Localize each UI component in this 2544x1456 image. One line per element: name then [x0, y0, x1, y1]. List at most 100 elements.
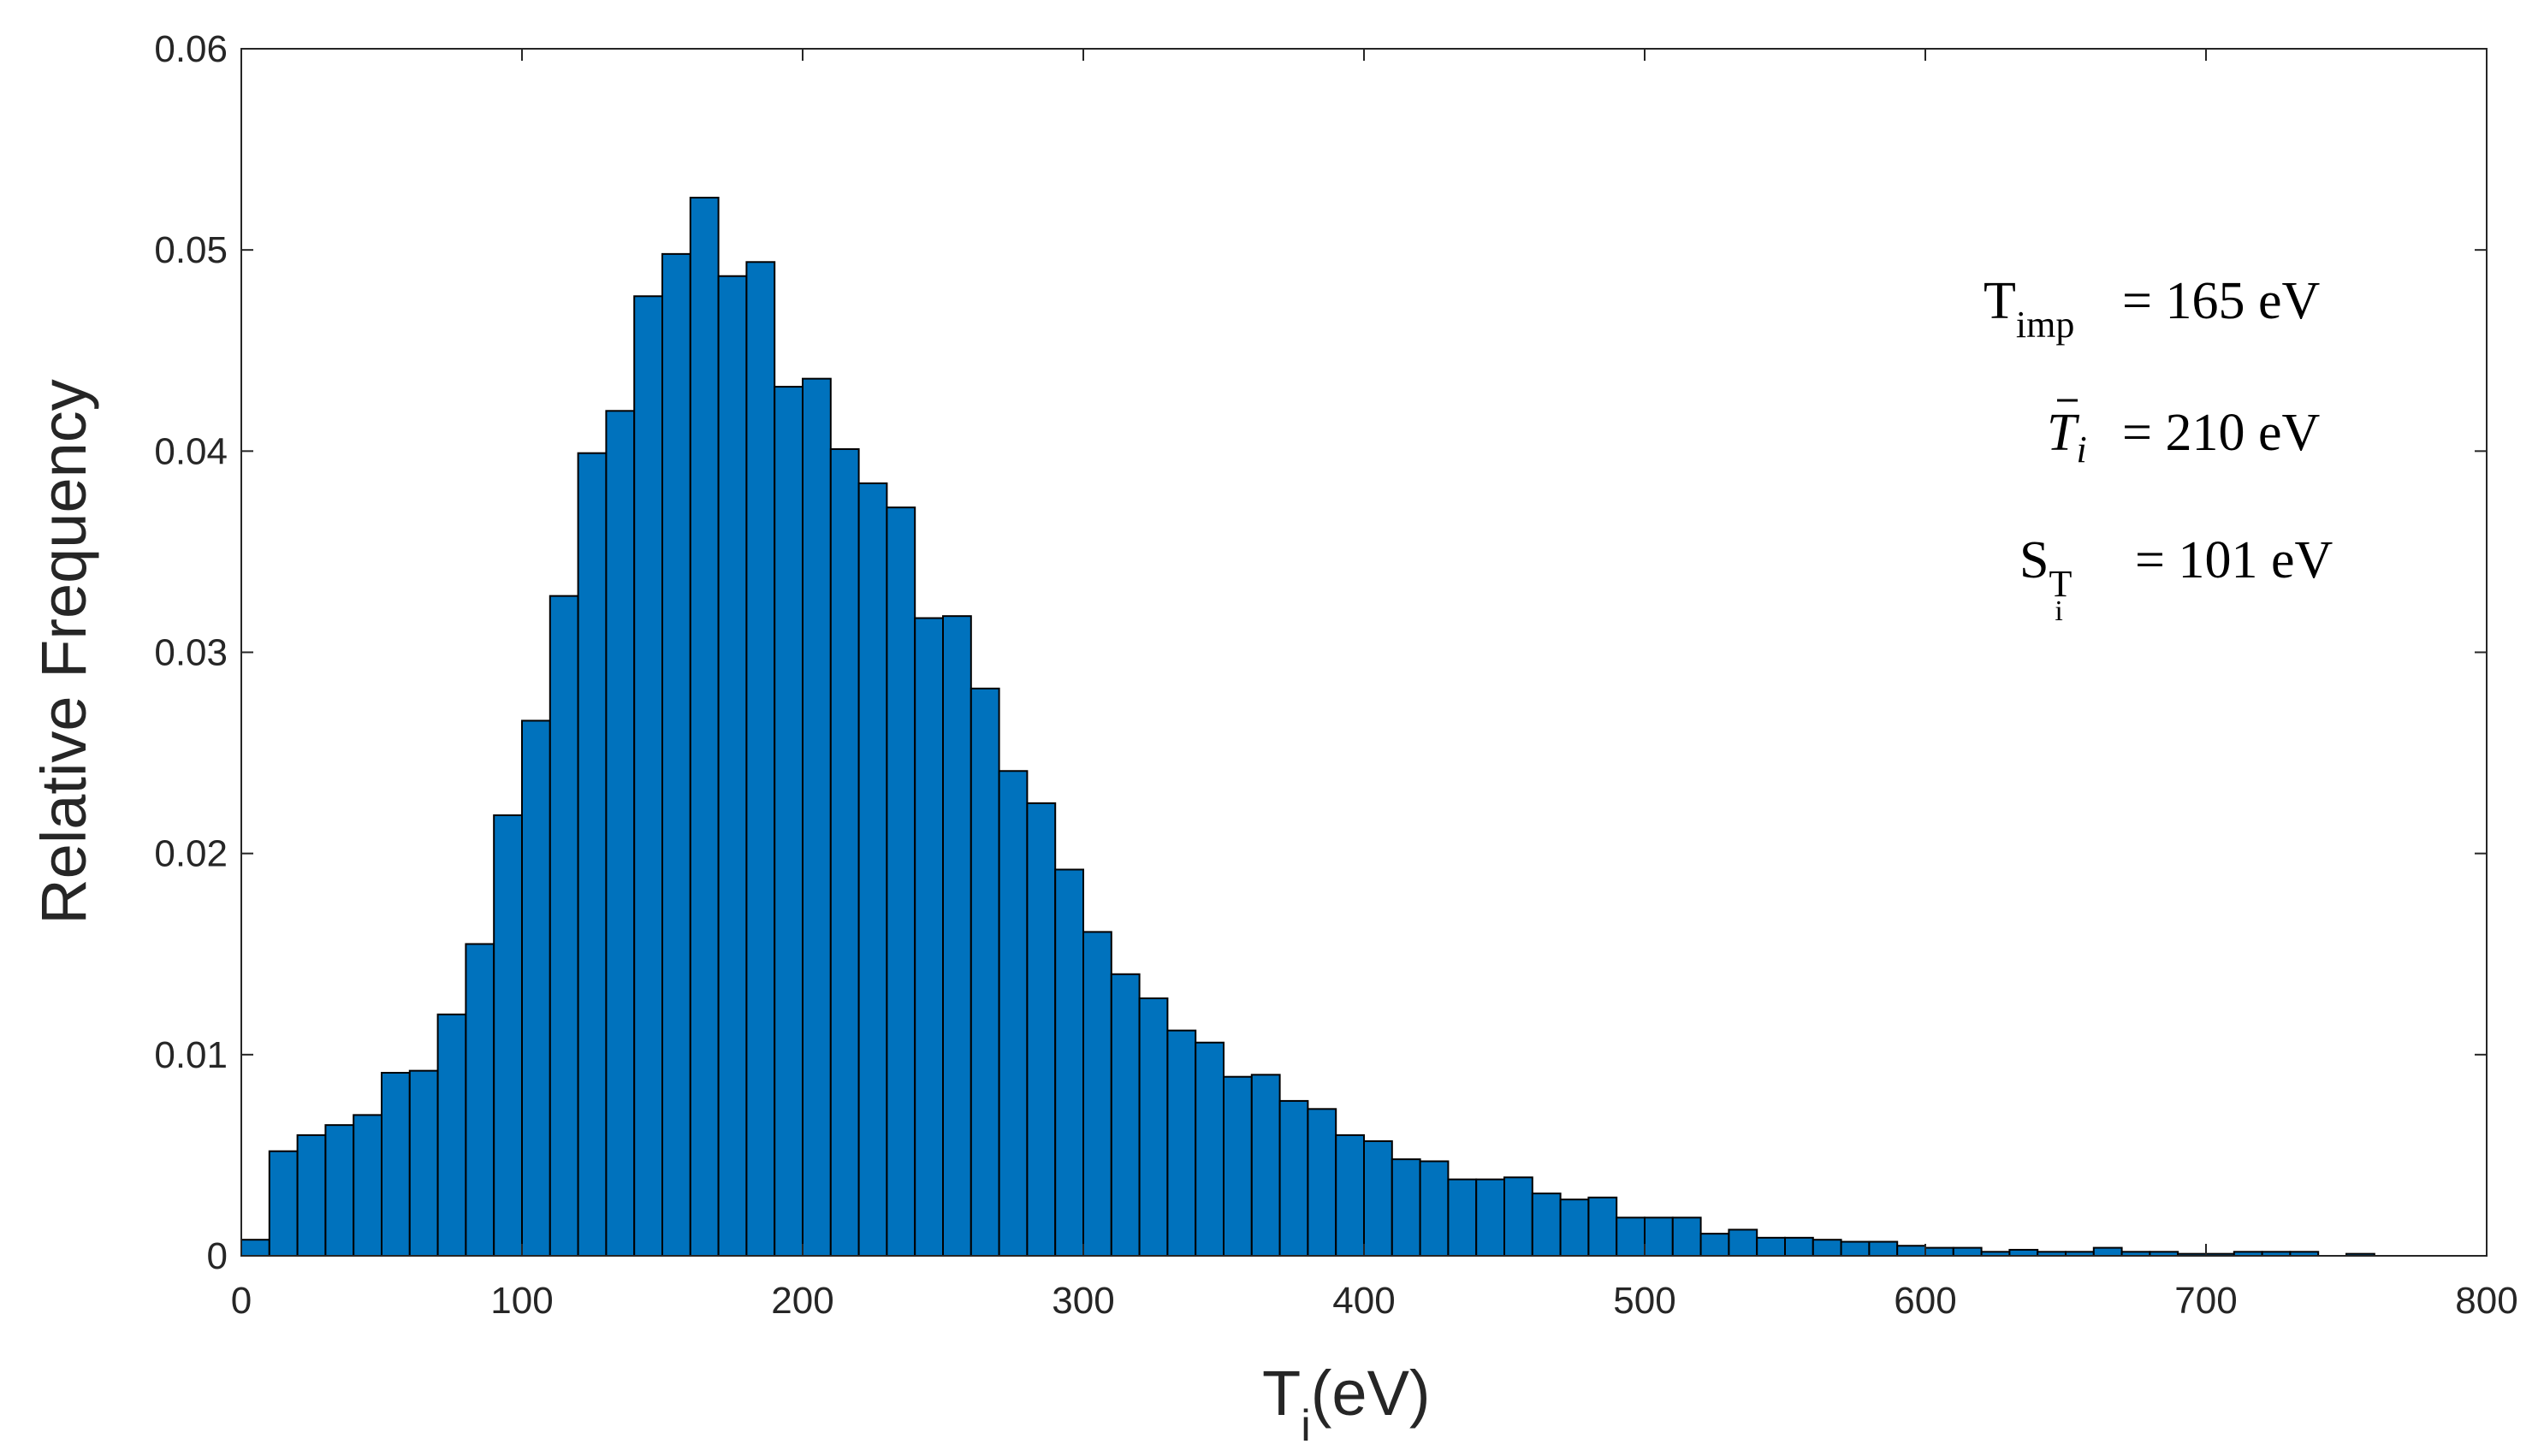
- annotation-st-sub: T: [2049, 563, 2072, 605]
- x-tick-label: 200: [771, 1280, 833, 1322]
- histogram-bar: [493, 814, 524, 1257]
- histogram-bar: [1728, 1228, 1758, 1258]
- histogram-bar: [1559, 1199, 1590, 1258]
- histogram-bar: [802, 377, 832, 1257]
- y-tick-labels: 0 0.01 0.02 0.03 0.04 0.05 0.06: [154, 28, 228, 1277]
- histogram-bar: [1671, 1216, 1702, 1257]
- histogram-bar: [1138, 997, 1169, 1257]
- histogram-bar: [1223, 1075, 1253, 1257]
- histogram-bar: [1699, 1233, 1730, 1258]
- histogram-bar: [1644, 1216, 1674, 1257]
- histogram-bar: [886, 506, 916, 1257]
- annotation-st-symbol: S: [2019, 531, 2049, 589]
- y-tick-label: 0: [207, 1235, 228, 1277]
- annotation-tmean-sub: i: [2076, 429, 2086, 471]
- histogram-bar: [998, 770, 1029, 1257]
- histogram-bar: [1195, 1041, 1225, 1257]
- histogram-bar: [1840, 1240, 1871, 1258]
- histogram-bar: [268, 1150, 299, 1257]
- y-tick-label: 0.01: [154, 1034, 228, 1076]
- y-axis-label: Relative Frequency: [28, 379, 99, 925]
- histogram-bar: [745, 261, 776, 1257]
- histogram-bar: [240, 1239, 270, 1257]
- histogram-bar: [1447, 1178, 1478, 1258]
- y-tick-label: 0.04: [154, 430, 228, 472]
- histogram-bar: [1110, 973, 1141, 1258]
- histogram-bar: [717, 275, 748, 1257]
- histogram-bar: [1952, 1246, 1983, 1257]
- annotation-timp: Timp = 165 eV: [1984, 272, 2320, 346]
- histogram-bar: [1278, 1099, 1309, 1258]
- histogram-bar: [1503, 1176, 1533, 1258]
- histogram-bar: [1250, 1074, 1281, 1257]
- histogram-bar: [1475, 1178, 1505, 1258]
- x-tick-label: 600: [1894, 1280, 1956, 1322]
- y-tick-label: 0.05: [154, 229, 228, 271]
- histogram-bar: [661, 252, 691, 1257]
- x-tick-label: 800: [2455, 1280, 2517, 1322]
- x-tick-label: 0: [231, 1280, 252, 1322]
- y-tick-label: 0.06: [154, 28, 228, 70]
- annotation-st: ST i = 101 eV: [2019, 531, 2333, 627]
- histogram-bar: [633, 295, 664, 1257]
- histogram-bar: [1616, 1216, 1646, 1257]
- histogram-bar: [465, 943, 495, 1257]
- histogram-bar: [942, 615, 972, 1257]
- histogram-bar: [1756, 1236, 1786, 1257]
- histogram-bar: [1166, 1029, 1197, 1257]
- histogram-bar: [689, 197, 720, 1257]
- histogram-bar: [521, 719, 551, 1257]
- histogram-bar: [1391, 1158, 1421, 1257]
- annotation-st-value: = 101 eV: [2135, 531, 2333, 589]
- histogram-bar: [2008, 1248, 2039, 1257]
- x-tick-label: 700: [2174, 1280, 2237, 1322]
- annotation-timp-value: = 165 eV: [2122, 272, 2320, 330]
- histogram-bar: [408, 1069, 439, 1258]
- x-axis-label-main: T: [1262, 1358, 1301, 1429]
- histogram-bar: [1924, 1246, 1954, 1257]
- x-axis-label-rest: (eV): [1311, 1358, 1431, 1429]
- histogram-bar: [774, 386, 804, 1257]
- x-axis-label-sub: i: [1301, 1401, 1311, 1451]
- histogram-bar: [1896, 1245, 1926, 1257]
- annotation-tmean-value: = 210 eV: [2122, 404, 2320, 462]
- histogram-bar: [1082, 931, 1112, 1257]
- histogram-bars: [240, 197, 2375, 1258]
- histogram-bar: [1419, 1160, 1450, 1257]
- annotation-st-subsub: i: [2055, 595, 2062, 627]
- histogram-bar: [1307, 1108, 1337, 1257]
- histogram-bar: [829, 447, 860, 1257]
- histogram-bar: [1587, 1196, 1618, 1258]
- x-tick-label: 500: [1613, 1280, 1675, 1322]
- histogram-bar: [1868, 1240, 1899, 1258]
- histogram-bar: [1054, 868, 1084, 1257]
- histogram-bar: [381, 1072, 411, 1257]
- y-tick-label: 0.02: [154, 833, 228, 875]
- histogram-bar: [1335, 1133, 1365, 1258]
- histogram-bar: [2092, 1246, 2123, 1257]
- x-tick-label: 300: [1052, 1280, 1114, 1322]
- annotation-timp-sub: imp: [2016, 304, 2074, 346]
- histogram-bar: [436, 1013, 467, 1258]
- histogram-bar: [914, 617, 944, 1257]
- annotation-tmean: Ti = 210 eV: [2047, 399, 2320, 471]
- histogram-bar: [324, 1124, 355, 1258]
- annotation-tmean-symbol: T: [2047, 404, 2080, 462]
- histogram-bar: [296, 1133, 327, 1258]
- histogram-bar: [1784, 1236, 1814, 1257]
- histogram-bar: [1026, 802, 1057, 1258]
- histogram-bar: [605, 410, 636, 1257]
- annotation-timp-symbol: T: [1984, 272, 2016, 330]
- histogram-bar: [549, 595, 579, 1257]
- histogram-bar: [857, 482, 888, 1257]
- histogram-bar: [970, 687, 1000, 1257]
- x-tick-label: 400: [1332, 1280, 1395, 1322]
- axis-ticks: [240, 48, 2488, 1257]
- y-tick-label: 0.03: [154, 632, 228, 674]
- x-tick-label: 100: [490, 1280, 553, 1322]
- x-tick-labels: 0 100 200 300 400 500 600 700 800: [231, 1280, 2518, 1322]
- annotation-tmean-text: Ti = 210 eV: [2047, 404, 2320, 471]
- histogram-bar: [577, 452, 608, 1257]
- histogram-bar: [1812, 1239, 1842, 1257]
- histogram-bar: [1531, 1193, 1562, 1257]
